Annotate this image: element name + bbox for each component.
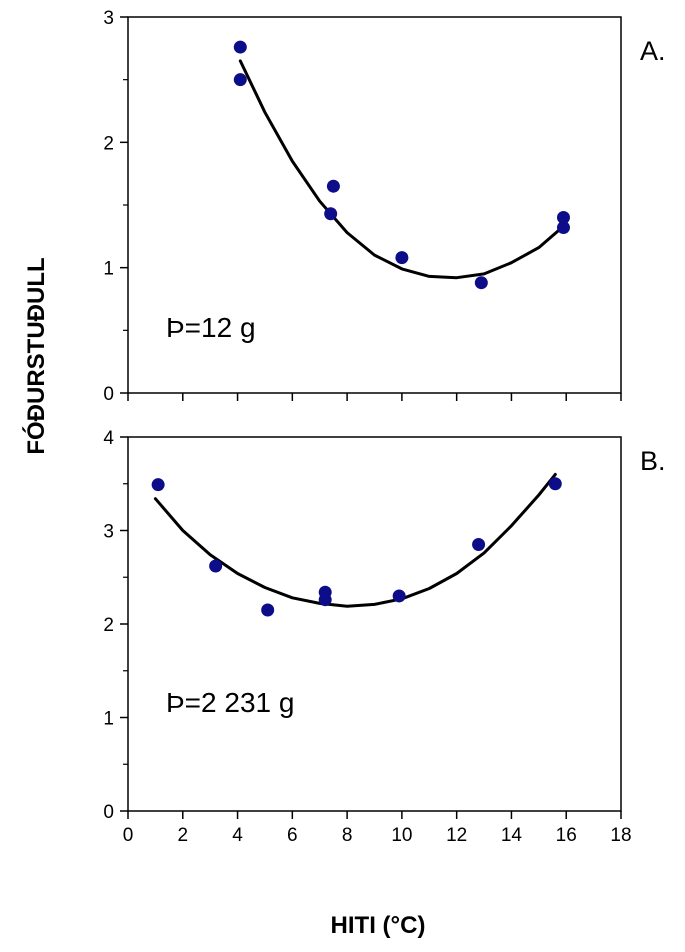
x-tick-label-b: 10 bbox=[391, 825, 412, 846]
x-tick-label-b: 0 bbox=[123, 825, 134, 846]
y-tick-label-b: 1 bbox=[103, 709, 114, 730]
panel-a: 0 1 2 3 A. Þ=12 g bbox=[103, 8, 665, 405]
data-point-a bbox=[233, 40, 247, 54]
trendline-a bbox=[238, 59, 565, 280]
data-point-a bbox=[474, 276, 488, 290]
x-tick-label-b: 18 bbox=[610, 825, 631, 846]
data-point-b bbox=[209, 559, 223, 573]
y-tick-label-a: 2 bbox=[103, 133, 114, 154]
data-point-b bbox=[472, 538, 486, 552]
data-point-b bbox=[318, 593, 332, 607]
data-point-b bbox=[548, 477, 562, 491]
data-point-a bbox=[324, 207, 338, 221]
y-axis-title: FÓÐURSTUÐULL bbox=[22, 257, 50, 454]
weight-annotation-b: Þ=2 231 g bbox=[166, 687, 294, 718]
panel-label-a: A. bbox=[640, 36, 666, 66]
y-tick-label-a: 0 bbox=[103, 384, 114, 405]
x-tick-label-b: 6 bbox=[287, 825, 298, 846]
plot-frame-b bbox=[127, 436, 622, 812]
y-tick-label-a: 1 bbox=[103, 259, 114, 280]
y-tick-label-a: 3 bbox=[103, 8, 114, 29]
data-point-a bbox=[556, 221, 570, 235]
y-tick-label-b: 4 bbox=[103, 428, 114, 449]
y-tick-label-b: 2 bbox=[103, 615, 114, 636]
data-point-b bbox=[151, 478, 165, 492]
x-tick-label-b: 12 bbox=[446, 825, 467, 846]
weight-annotation-a: Þ=12 g bbox=[166, 312, 256, 343]
data-point-b bbox=[392, 589, 406, 603]
x-axis-title: HITI (°C) bbox=[331, 912, 426, 939]
x-tick-label-b: 2 bbox=[177, 825, 188, 846]
data-point-a bbox=[233, 73, 247, 87]
x-tick-label-b: 4 bbox=[232, 825, 243, 846]
data-point-a bbox=[395, 251, 409, 265]
x-tick-label-b: 8 bbox=[342, 825, 353, 846]
data-point-a bbox=[556, 211, 570, 225]
data-point-b bbox=[261, 603, 275, 617]
x-tick-label-b: 16 bbox=[556, 825, 577, 846]
data-point-a bbox=[326, 179, 340, 193]
x-tick-label-b: 14 bbox=[501, 825, 523, 846]
panel-label-b: B. bbox=[640, 446, 666, 476]
trendline-b bbox=[153, 472, 557, 608]
y-tick-label-b: 3 bbox=[103, 522, 114, 543]
y-tick-label-b: 0 bbox=[103, 802, 114, 823]
